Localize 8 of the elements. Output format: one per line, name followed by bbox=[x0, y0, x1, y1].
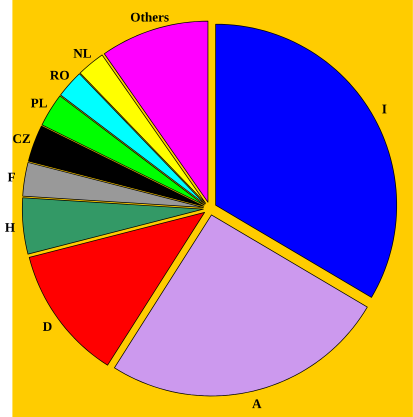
slice-label: I bbox=[382, 104, 387, 114]
slice-label: D bbox=[42, 322, 52, 331]
slice-label: Others bbox=[130, 12, 169, 22]
slice-label: RO bbox=[50, 70, 69, 80]
slice-label: PL bbox=[30, 98, 47, 108]
slice-label: NL bbox=[74, 49, 92, 58]
slice-label: CZ bbox=[13, 134, 30, 144]
slice-label: A bbox=[252, 399, 262, 408]
